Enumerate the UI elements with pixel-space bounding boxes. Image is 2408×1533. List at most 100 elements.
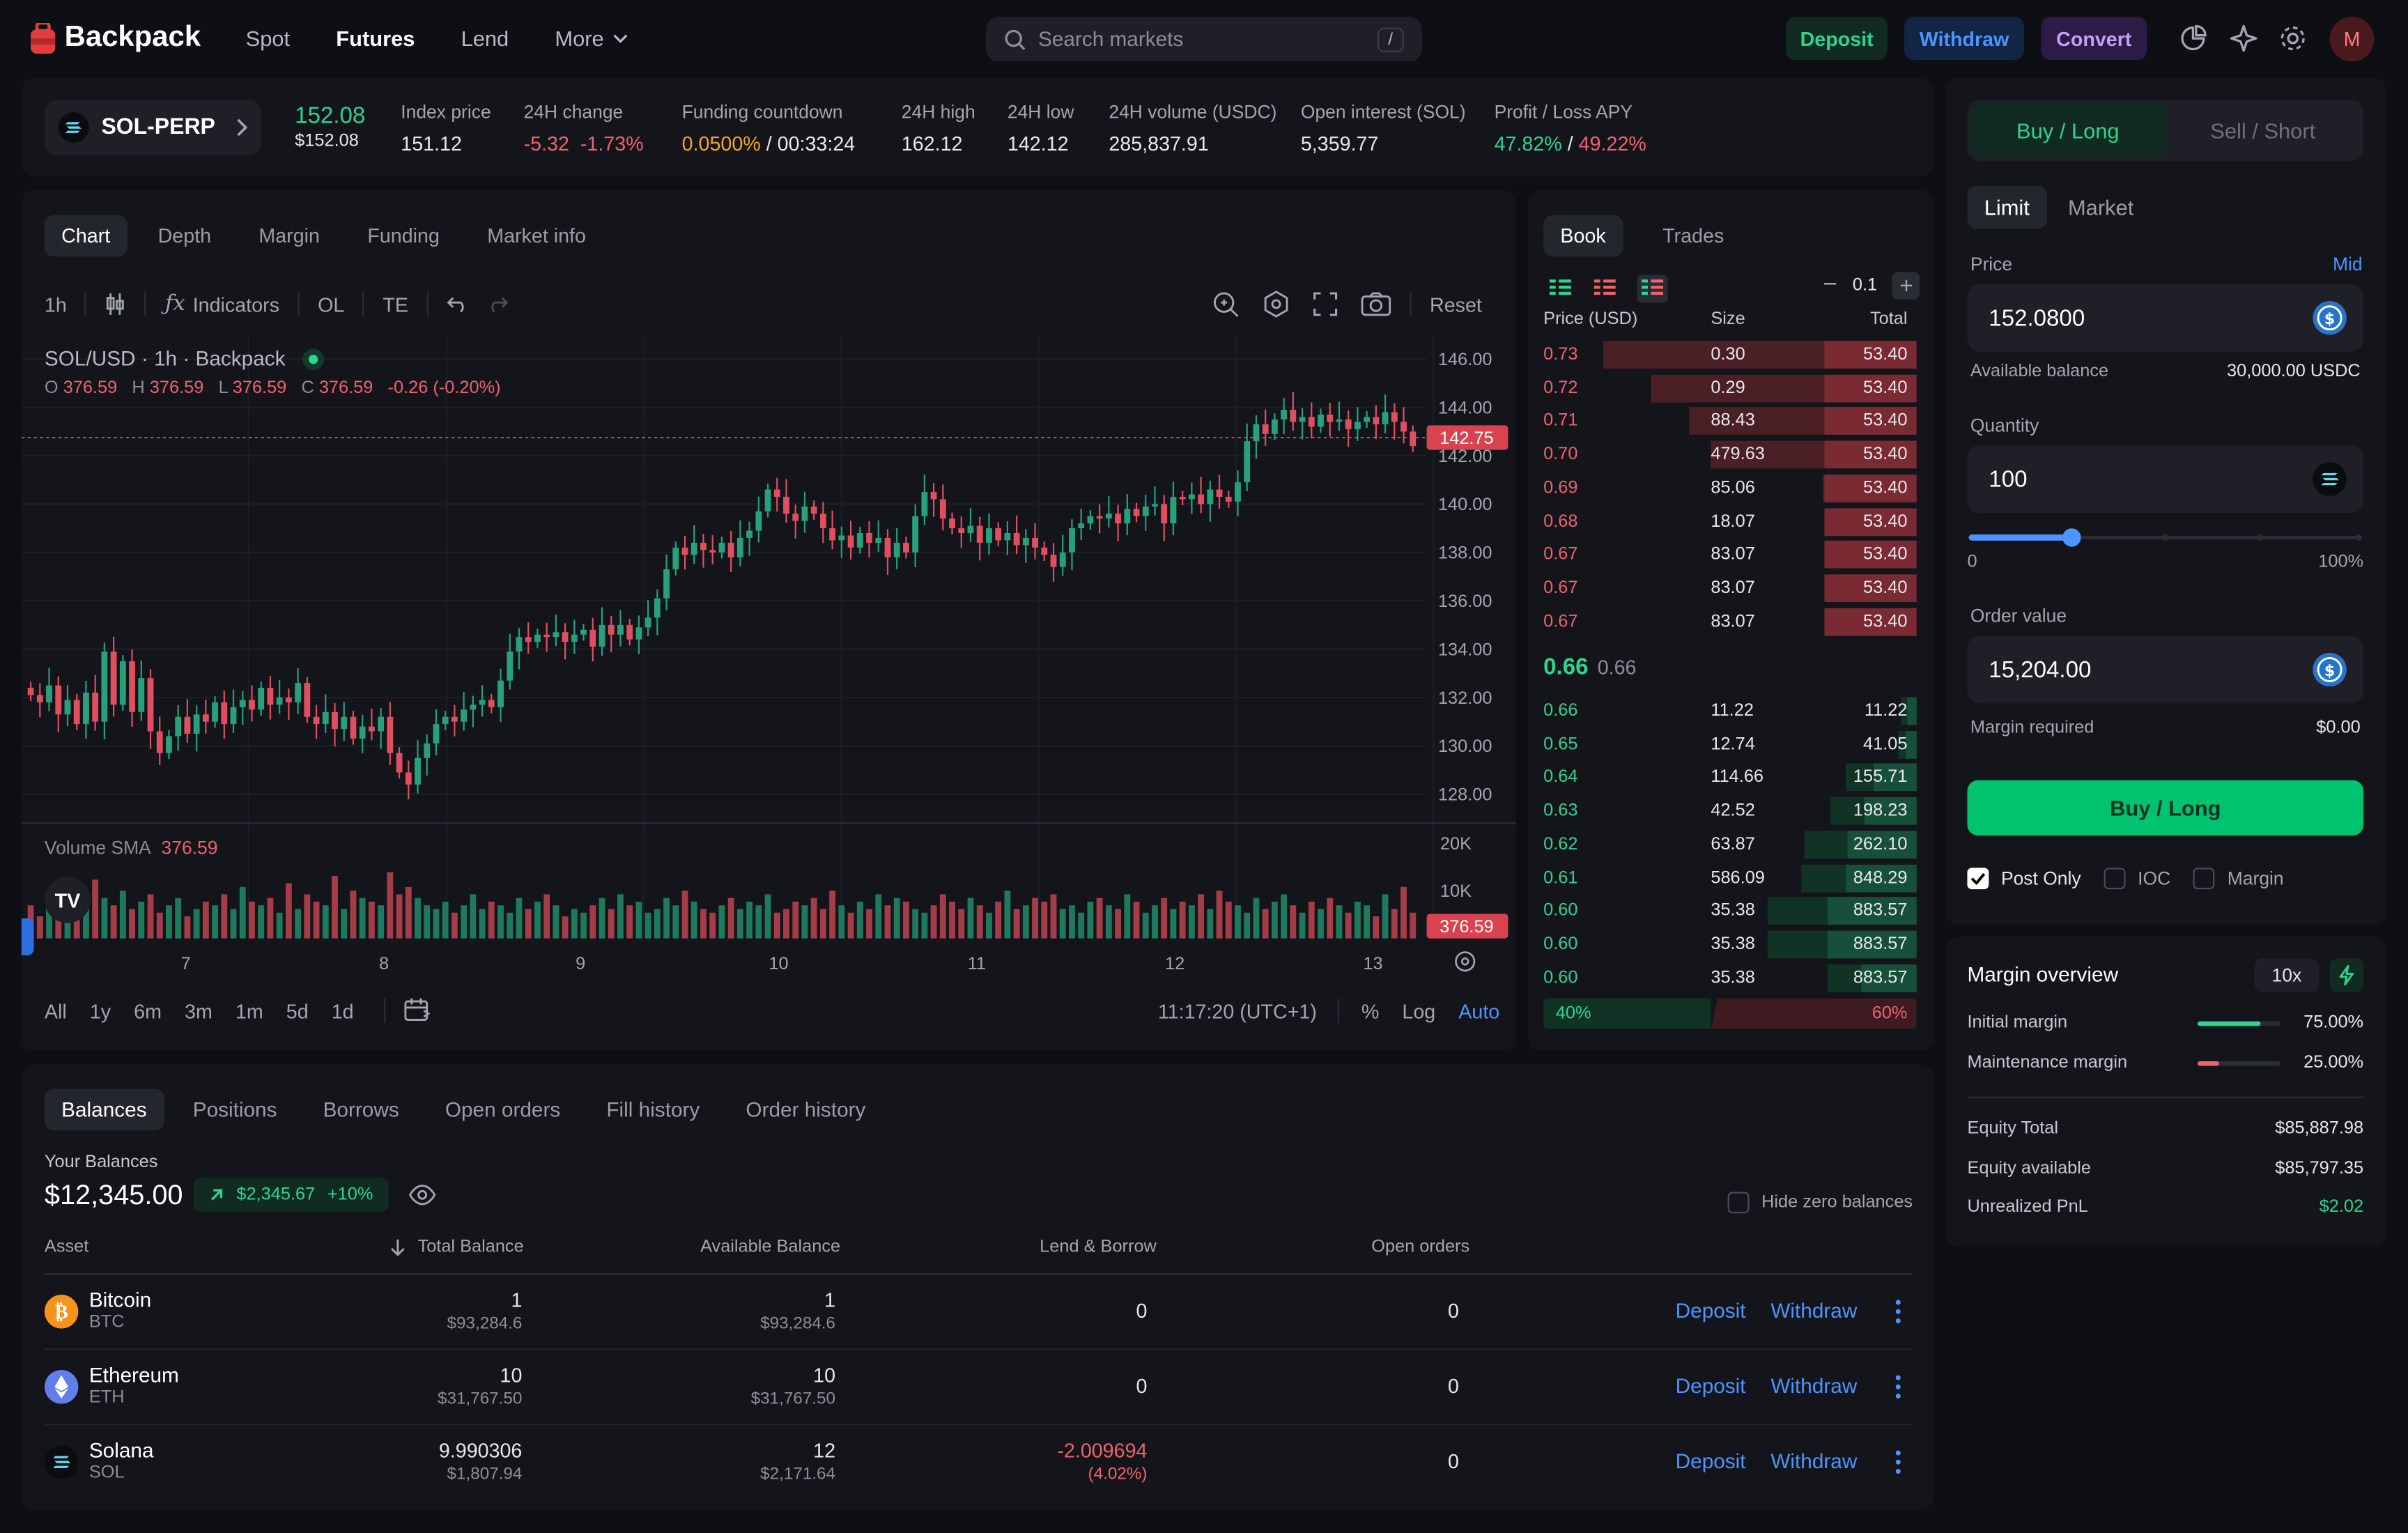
ioc-checkbox[interactable]: IOC	[2104, 868, 2170, 890]
row-deposit-button[interactable]: Deposit	[1675, 1299, 1746, 1323]
tab-market-info[interactable]: Market info	[487, 224, 586, 247]
ask-row[interactable]: 0.69 85.06 53.40	[1543, 472, 1917, 503]
more-options-icon[interactable]	[1895, 1450, 1901, 1474]
tab-market[interactable]: Market	[2067, 194, 2134, 220]
camera-icon[interactable]	[1361, 292, 1391, 316]
ask-row[interactable]: 0.68 18.07 53.40	[1543, 506, 1917, 537]
auto-toggle[interactable]: Auto	[1458, 999, 1500, 1022]
tab-limit[interactable]: Limit	[1967, 185, 2047, 229]
hide-zero-checkbox[interactable]: Hide zero balances	[1727, 1192, 1913, 1214]
row-deposit-button[interactable]: Deposit	[1675, 1374, 1746, 1398]
bid-row[interactable]: 0.65 12.74 41.05	[1543, 729, 1917, 760]
price-input[interactable]: 152.0800 $	[1967, 284, 2364, 352]
tab-book[interactable]: Book	[1543, 215, 1623, 257]
submit-buy-long-button[interactable]: Buy / Long	[1967, 780, 2364, 836]
candle-type-icon[interactable]	[105, 292, 127, 316]
post-only-checkbox[interactable]: Post Only	[1967, 868, 2081, 890]
market-selector[interactable]: SOL-PERP	[44, 100, 261, 155]
bid-row[interactable]: 0.62 63.87 262.10	[1543, 829, 1917, 860]
margin-checkbox[interactable]: Margin	[2193, 868, 2284, 890]
pie-chart-icon[interactable]	[2179, 24, 2207, 52]
row-withdraw-button[interactable]: Withdraw	[1770, 1374, 1858, 1398]
row-deposit-button[interactable]: Deposit	[1675, 1449, 1746, 1473]
leverage-button[interactable]: 10x	[2254, 958, 2320, 992]
fullscreen-icon[interactable]	[1313, 292, 1338, 316]
lightning-button[interactable]	[2329, 958, 2364, 992]
tab-funding[interactable]: Funding	[367, 224, 440, 247]
bid-row[interactable]: 0.61 586.09 848.29	[1543, 863, 1917, 893]
tab-margin[interactable]: Margin	[258, 224, 321, 247]
timeframe-1y[interactable]: 1y	[89, 999, 111, 1022]
book-both-icon[interactable]	[1548, 278, 1573, 300]
tab-order-history[interactable]: Order history	[746, 1097, 866, 1121]
ask-row[interactable]: 0.67 83.07 53.40	[1543, 606, 1917, 637]
redo-icon[interactable]	[486, 295, 509, 313]
tab-depth[interactable]: Depth	[157, 224, 212, 247]
search-bar[interactable]: Search markets /	[986, 17, 1422, 62]
withdraw-button[interactable]: Withdraw	[1904, 17, 2025, 60]
ask-row[interactable]: 0.73 0.30 53.40	[1543, 339, 1917, 370]
timeframe-6m[interactable]: 6m	[134, 999, 162, 1022]
more-options-icon[interactable]	[1895, 1375, 1901, 1399]
bid-row[interactable]: 0.60 35.38 883.57	[1543, 929, 1917, 960]
tab-chart[interactable]: Chart	[44, 215, 128, 257]
timeframe-all[interactable]: All	[44, 999, 67, 1022]
bid-row[interactable]: 0.60 35.38 883.57	[1543, 895, 1917, 926]
timeframe-1d[interactable]: 1d	[331, 999, 354, 1022]
ask-row[interactable]: 0.67 83.07 53.40	[1543, 573, 1917, 603]
scroll-handle[interactable]	[21, 918, 34, 955]
ask-row[interactable]: 0.70 479.63 53.40	[1543, 440, 1917, 470]
minus-icon[interactable]: −	[1823, 272, 1837, 298]
order-value-input[interactable]: 15,204.00 $	[1967, 635, 2364, 704]
tab-balances[interactable]: Balances	[44, 1088, 164, 1131]
row-withdraw-button[interactable]: Withdraw	[1770, 1449, 1858, 1473]
sparkle-icon[interactable]	[2230, 24, 2258, 52]
book-asks-icon[interactable]	[1593, 278, 1617, 300]
ask-row[interactable]: 0.67 83.07 53.40	[1543, 539, 1917, 570]
ol-button[interactable]: OL	[318, 292, 345, 316]
avatar[interactable]: M	[2329, 17, 2375, 62]
tradingview-logo-icon[interactable]: TV	[44, 877, 91, 923]
eye-icon[interactable]	[408, 1184, 436, 1205]
quantity-input[interactable]: 100	[1967, 445, 2364, 514]
indicators-button[interactable]: ƒx Indicators	[165, 292, 279, 316]
deposit-button[interactable]: Deposit	[1786, 17, 1888, 60]
slider-thumb[interactable]	[2062, 528, 2081, 547]
sell-short-tab[interactable]: Sell / Short	[2210, 118, 2316, 143]
tab-borrows[interactable]: Borrows	[323, 1097, 399, 1121]
quantity-slider[interactable]	[1968, 528, 2362, 547]
tab-open-orders[interactable]: Open orders	[445, 1097, 561, 1121]
logo[interactable]: Backpack	[31, 20, 201, 57]
tab-positions[interactable]: Positions	[192, 1097, 277, 1121]
bid-row[interactable]: 0.60 35.38 883.57	[1543, 962, 1917, 993]
reset-button[interactable]: Reset	[1430, 292, 1482, 316]
timeframe-5d[interactable]: 5d	[286, 999, 309, 1022]
ask-row[interactable]: 0.72 0.29 53.40	[1543, 373, 1917, 403]
bid-row[interactable]: 0.64 114.66 155.71	[1543, 762, 1917, 793]
more-options-icon[interactable]	[1895, 1300, 1901, 1324]
bid-row[interactable]: 0.63 42.52 198.23	[1543, 796, 1917, 826]
mid-button[interactable]: Mid	[2333, 253, 2363, 275]
tab-trades[interactable]: Trades	[1662, 224, 1724, 247]
timeframe-1m[interactable]: 1m	[235, 999, 263, 1022]
plus-icon[interactable]: +	[1892, 272, 1920, 300]
interval-selector[interactable]: 1h	[44, 292, 67, 316]
gear-icon[interactable]	[2279, 24, 2307, 52]
book-bids-toggle[interactable]	[1637, 275, 1668, 303]
magnet-icon[interactable]	[1212, 291, 1240, 318]
nav-spot[interactable]: Spot	[245, 26, 291, 51]
te-button[interactable]: TE	[383, 292, 409, 316]
undo-icon[interactable]	[447, 295, 468, 313]
tab-fill-history[interactable]: Fill history	[606, 1097, 700, 1121]
col-total-balance[interactable]: Total Balance	[390, 1238, 524, 1256]
timeframe-3m[interactable]: 3m	[185, 999, 213, 1022]
ask-row[interactable]: 0.71 88.43 53.40	[1543, 406, 1917, 437]
calendar-icon[interactable]	[404, 998, 432, 1023]
buy-long-tab[interactable]: Buy / Long	[1970, 102, 2166, 159]
convert-button[interactable]: Convert	[2041, 17, 2147, 60]
settings-hex-icon[interactable]	[1263, 291, 1290, 318]
percent-toggle[interactable]: %	[1361, 999, 1380, 1022]
row-withdraw-button[interactable]: Withdraw	[1770, 1299, 1858, 1323]
nav-futures[interactable]: Futures	[336, 26, 415, 51]
price-chart[interactable]: 146.00144.00142.00140.00138.00136.00134.…	[21, 334, 1516, 980]
